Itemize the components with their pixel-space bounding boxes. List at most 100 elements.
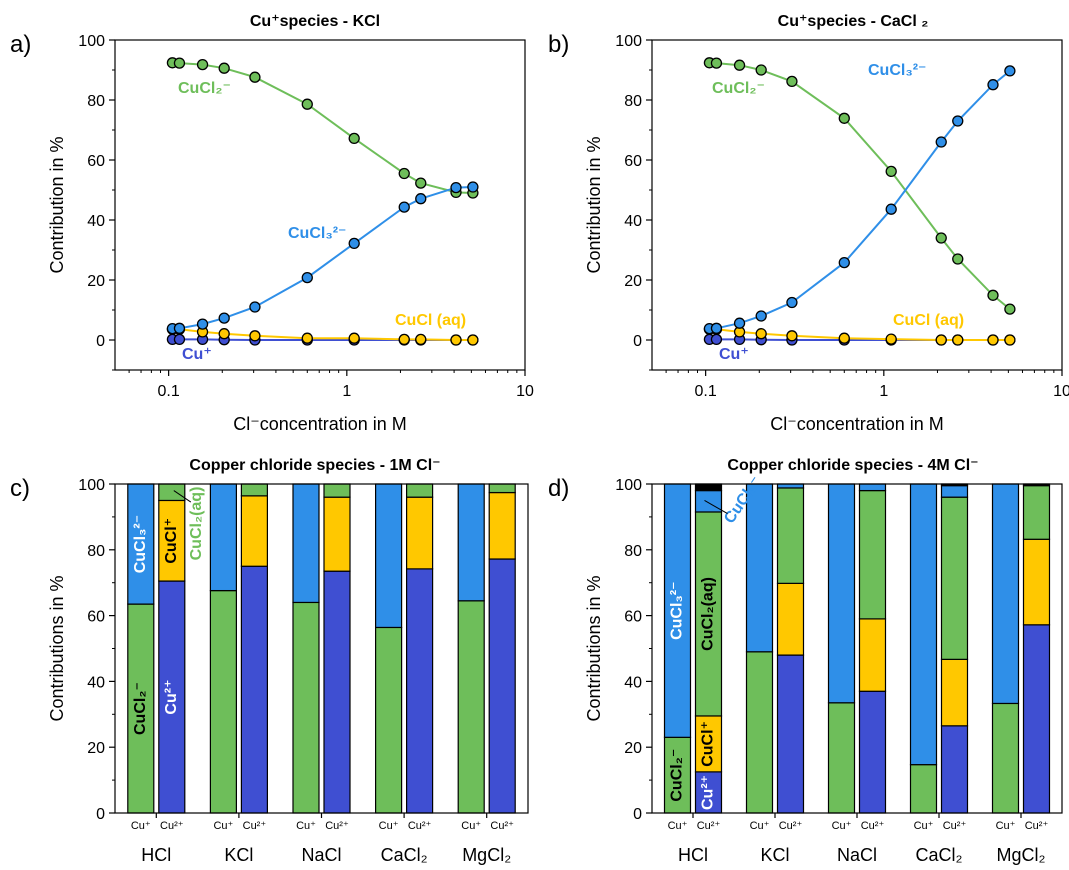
data-point	[711, 334, 721, 344]
category-label: HCl	[141, 845, 171, 865]
category-label: NaCl	[301, 845, 341, 865]
chart-title: Copper chloride species - 1M Cl⁻	[189, 457, 440, 474]
panel-a-line-chart: a) Cu⁺species - KCl 0 20 40 60 80 100 0.1 1 10 Cl⁻c…	[10, 13, 534, 434]
data-point	[886, 204, 896, 214]
y-tick-label: 20	[624, 273, 642, 290]
category-label: KCl	[760, 845, 789, 865]
chart-title: Copper chloride species - 4M Cl⁻	[727, 457, 978, 474]
bar-ion-label: Cu²⁺	[408, 820, 432, 832]
bar-ion-label: Cu⁺	[996, 820, 1016, 832]
bar-ion-label: Cu⁺	[668, 820, 688, 832]
bar-segment	[829, 703, 855, 813]
bar-ion-label: Cu⁺	[914, 820, 934, 832]
segment-label: CuCl₂⁻	[132, 682, 149, 735]
y-tick-label: 100	[78, 477, 105, 494]
y-axis-label: Contributions in %	[47, 575, 67, 721]
y-tick-label: 20	[624, 740, 642, 757]
data-point	[936, 137, 946, 147]
bar-segment	[1024, 625, 1050, 813]
data-point	[1005, 335, 1015, 345]
chart-title: Cu⁺species - CaCl ₂	[778, 13, 929, 30]
data-point	[468, 182, 478, 192]
y-tick-label: 40	[87, 213, 105, 230]
category-label: MgCl₂	[462, 845, 511, 865]
y-tick-label: 60	[624, 153, 642, 170]
panel-c-stacked-bar-chart: c) Copper chloride species - 1M Cl⁻ Cu⁺ Cu²…	[10, 457, 528, 865]
data-point	[174, 58, 184, 68]
data-point	[174, 334, 184, 344]
segment-label: CuCl₂⁻	[669, 749, 686, 802]
bar-segment	[210, 484, 236, 591]
data-point	[711, 323, 721, 333]
bar-ion-label: Cu⁺	[461, 820, 481, 832]
y-tick-label: 60	[624, 609, 642, 626]
bar-segment	[1024, 486, 1050, 540]
category-label: CaCl₂	[381, 845, 428, 865]
bar-segment	[293, 602, 319, 813]
data-point	[349, 238, 359, 248]
bar-segment	[489, 493, 515, 559]
series-line	[709, 63, 1010, 309]
y-tick-label: 40	[87, 674, 105, 691]
data-point	[886, 334, 896, 344]
data-point	[787, 331, 797, 341]
bar-segment	[293, 484, 319, 602]
data-point	[839, 113, 849, 123]
series-label: CuCl₃²⁻	[868, 62, 927, 79]
data-point	[416, 194, 426, 204]
data-point	[988, 290, 998, 300]
data-point	[219, 313, 229, 323]
data-point	[302, 333, 312, 343]
y-tick-label: 20	[87, 740, 105, 757]
x-tick-label: 1	[342, 383, 351, 400]
bar-segment	[407, 569, 433, 813]
data-point	[787, 76, 797, 86]
bar-segment	[778, 488, 804, 583]
bar-ion-label: Cu²⁺	[243, 820, 267, 832]
bar-segment	[829, 484, 855, 703]
data-point	[839, 258, 849, 268]
bar-ion-label: Cu⁺	[296, 820, 316, 832]
data-point	[886, 166, 896, 176]
bar-segment	[376, 484, 402, 627]
y-tick-label: 20	[87, 273, 105, 290]
category-label: CaCl₂	[916, 845, 963, 865]
bar-segment	[911, 765, 937, 813]
x-axis-label: Cl⁻concentration in M	[770, 414, 944, 434]
y-tick-label: 40	[624, 674, 642, 691]
bar-segment	[860, 619, 886, 691]
bar-ion-label: Cu²⁺	[325, 820, 349, 832]
bar-ion-label: Cu⁺	[832, 820, 852, 832]
data-point	[250, 331, 260, 341]
segment-label: CuCl₂(aq)	[700, 577, 717, 651]
data-point	[839, 333, 849, 343]
y-tick-label: 80	[624, 543, 642, 560]
x-axis-label: Cl⁻concentration in M	[233, 414, 407, 434]
bar-segment	[489, 484, 515, 493]
series-label: CuCl₂⁻	[712, 80, 765, 97]
bar-segment	[407, 484, 433, 497]
category-label: NaCl	[837, 845, 877, 865]
bar-segment	[942, 486, 968, 498]
data-point	[735, 60, 745, 70]
segment-label: CuCl⁺	[700, 721, 717, 767]
data-point	[1005, 66, 1015, 76]
data-point	[953, 254, 963, 264]
bar-segment	[1024, 539, 1050, 625]
bar-ion-label: Cu²⁺	[861, 820, 885, 832]
y-tick-label: 0	[96, 806, 105, 823]
panel-label: a)	[10, 31, 31, 58]
bar-segment	[241, 566, 267, 813]
bar-segment	[324, 497, 350, 571]
category-label: HCl	[678, 845, 708, 865]
data-point	[756, 329, 766, 339]
data-point	[349, 133, 359, 143]
data-point	[936, 233, 946, 243]
bar-segment	[993, 703, 1019, 813]
data-point	[416, 334, 426, 344]
bar-segment	[993, 484, 1019, 703]
bar-ion-label: Cu²⁺	[943, 820, 967, 832]
y-axis-label: Contribution in %	[47, 136, 67, 273]
segment-label: CuCl₃²⁻	[132, 515, 149, 574]
